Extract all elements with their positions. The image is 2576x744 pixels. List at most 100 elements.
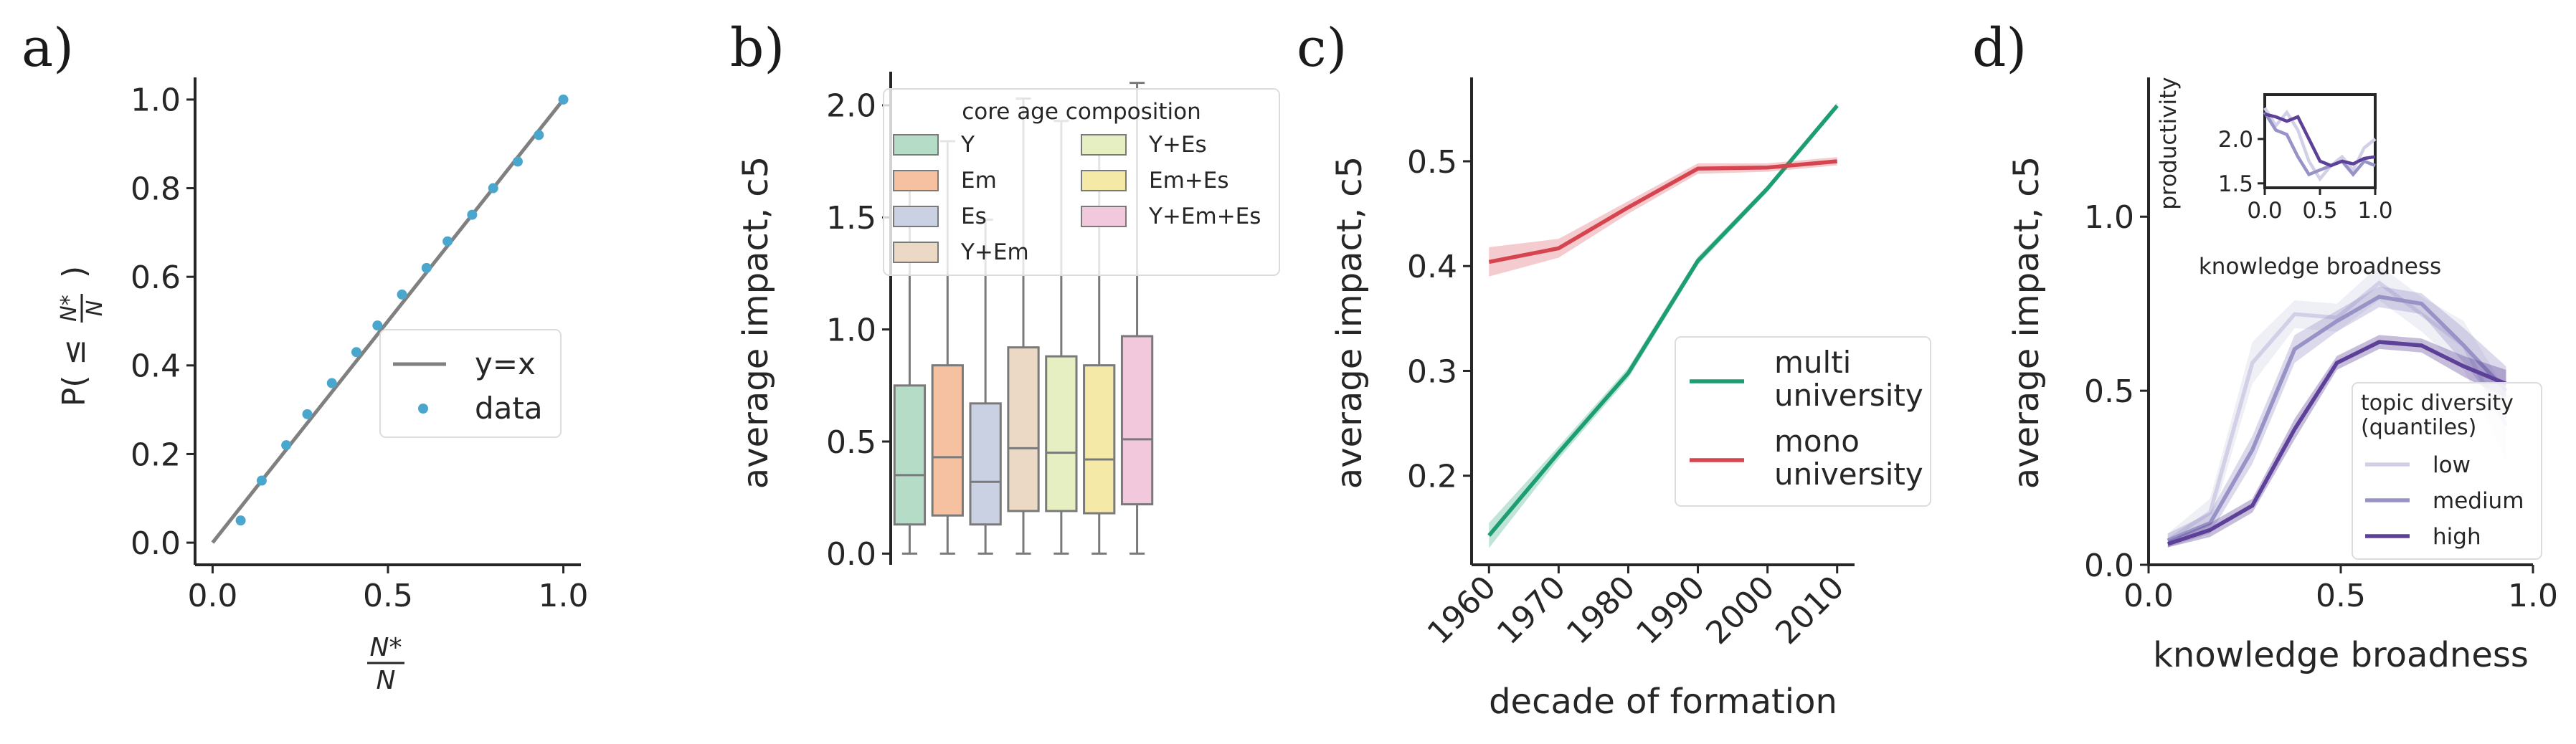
y-tick-label: 1.0 <box>826 312 876 348</box>
y-tick-label: 0.2 <box>131 437 181 473</box>
legend-label: y=x <box>475 346 536 381</box>
data-point <box>421 262 432 273</box>
data-point <box>372 320 383 331</box>
y-axis-label-prefix: P( ≤ <box>56 339 93 407</box>
legend-label: Y <box>960 132 975 158</box>
data-point <box>397 289 407 300</box>
y-tick-label: 0.0 <box>2084 548 2134 584</box>
y-tick-label: 0.0 <box>826 536 876 573</box>
data-point <box>281 440 292 451</box>
data-point <box>488 183 498 194</box>
y-axis-label-den: N <box>82 300 108 316</box>
panel-a-cdf-plot: 0.00.20.40.60.81.00.0 0.5 1.0P( ≤N* N)N*Ny=… <box>56 77 589 695</box>
legend: topic diversity(quantiles) low medium high <box>2352 382 2542 560</box>
series-line <box>2167 280 2508 543</box>
inset-x-tick-label: 1.0 <box>2357 198 2392 224</box>
panel-b-boxplot: 0.0 0.5 1.0 1.5 2.0 average impact, c5 core ag… <box>736 72 1280 573</box>
panel-label-b: b) <box>730 17 785 79</box>
inset-x-tick-label: 0.5 <box>2302 198 2337 224</box>
inset-y-tick-label: 2.0 <box>2218 127 2253 153</box>
legend-label: Y+Es <box>1148 132 1207 158</box>
data-point <box>326 378 337 388</box>
xlabel-numerator: N* <box>370 633 402 662</box>
x-axis-label: decade of formation <box>1489 682 1837 722</box>
series-line <box>1487 104 1839 537</box>
legend-title: topic diversity <box>2361 391 2514 416</box>
legend-title: core age composition <box>962 99 1201 125</box>
box-body <box>931 364 964 517</box>
legend-label: Y+Em <box>960 239 1029 265</box>
x-tick-label: 1990 <box>1629 569 1712 652</box>
legend-label: Es <box>961 204 987 229</box>
legend-swatch <box>893 206 939 227</box>
panel-label-c: c) <box>1297 17 1347 79</box>
data-point <box>442 236 453 247</box>
legend-box <box>2352 382 2542 560</box>
x-tick-label: 1980 <box>1560 569 1642 652</box>
legend-swatch <box>1081 206 1127 227</box>
data-point <box>235 515 246 526</box>
box-body <box>1083 364 1116 515</box>
legend-box <box>1675 336 1931 507</box>
y-axis-label-suffix: ) <box>56 266 93 278</box>
y-tick-label: 1.5 <box>826 200 876 237</box>
inset-y-tick-label: 1.5 <box>2218 171 2253 197</box>
legend: y=x data <box>379 329 562 438</box>
x-tick-label: 0.5 <box>2316 578 2366 614</box>
y-tick-label: 0.5 <box>1407 144 1457 181</box>
inset-series-line <box>2263 111 2376 177</box>
x-tick-label: 2010 <box>1768 569 1851 652</box>
inset-plot: 1.5 2.0 0.0 0.5 1.0 knowledge broadness produc… <box>2156 77 2441 280</box>
legend-label: mono university <box>1774 424 1923 492</box>
legend-swatch <box>1081 170 1127 191</box>
series-line <box>2167 295 2508 543</box>
y-tick-label: 0.5 <box>826 424 876 461</box>
x-tick-label: 1.0 <box>2508 578 2558 614</box>
series-line <box>1488 159 1837 264</box>
panel-d-line-chart: 0.0 0.5 1.0 0.0 0.5 1.0 average impact, c5 know… <box>2007 77 2558 675</box>
legend: multi university mono university <box>1675 336 1931 507</box>
inset-y-axis-label: productivity <box>2156 77 2182 209</box>
confidence-band <box>1489 157 1837 277</box>
data-point <box>351 347 361 358</box>
inset-x-axis-label: knowledge broadness <box>2199 254 2441 280</box>
x-tick-label: 0.0 <box>187 578 237 614</box>
legend-swatch <box>1081 134 1127 156</box>
legend-swatch <box>893 134 939 156</box>
identity-line <box>211 98 565 544</box>
series-line <box>2167 340 2507 546</box>
y-axis-label: average impact, c5 <box>2007 156 2047 489</box>
legend-label: multi university <box>1774 345 1923 413</box>
y-tick-label: 0.2 <box>1407 459 1457 495</box>
data-point <box>512 156 523 167</box>
data-point <box>467 209 478 220</box>
box-body <box>893 384 927 526</box>
y-axis-label: P( ≤ N* N) <box>56 266 108 406</box>
box-body <box>1045 355 1078 512</box>
y-axis-label-num: N* <box>57 295 82 321</box>
legend-swatch <box>893 170 939 191</box>
x-tick-label: 0.5 <box>363 578 413 614</box>
y-tick-label: 0.4 <box>131 348 181 385</box>
x-tick-label: 1970 <box>1490 569 1573 652</box>
legend-label: Em+Es <box>1149 168 1229 194</box>
legend-label: Y+Em+Es <box>1148 204 1261 229</box>
y-tick-label: 0.0 <box>131 525 181 562</box>
box-Es <box>969 218 1002 555</box>
data-point <box>558 94 569 105</box>
box-body <box>1007 346 1040 512</box>
x-tick-label: 1960 <box>1421 569 1503 652</box>
inset-series-line <box>2264 113 2376 168</box>
confidence-band <box>2167 286 2506 548</box>
confidence-band <box>1489 102 1837 548</box>
x-tick-label: 2000 <box>1699 569 1781 652</box>
y-tick-label: 0.4 <box>1407 249 1457 285</box>
data-point <box>256 475 267 486</box>
y-tick-label: 2.0 <box>826 88 876 125</box>
legend-swatch <box>893 242 939 263</box>
y-axis-label: average impact, c5 <box>1330 156 1370 489</box>
x-tick-label: 1.0 <box>539 578 589 614</box>
legend-label: Em <box>961 168 997 194</box>
xlabel-denominator: N <box>377 666 396 695</box>
